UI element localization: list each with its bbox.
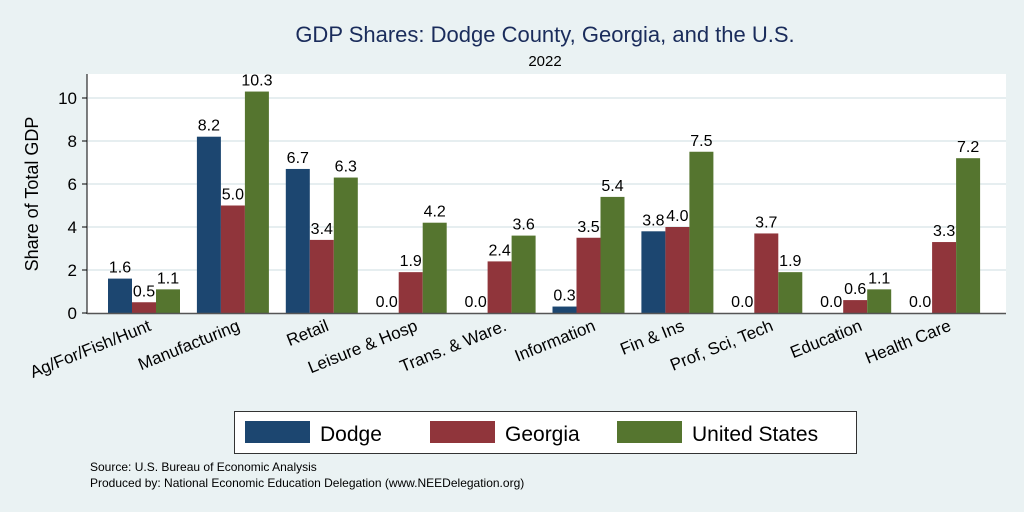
bar-georgia <box>665 227 690 313</box>
chart-subtitle: 2022 <box>528 53 561 70</box>
bar-georgia <box>576 237 601 313</box>
data-label: 1.6 <box>109 260 131 277</box>
legend-swatch-united-states <box>617 421 682 443</box>
y-tick-label: 8 <box>68 132 77 151</box>
bar-united-states <box>600 196 625 313</box>
data-label: 1.9 <box>400 253 422 270</box>
data-label: 0.5 <box>133 283 155 300</box>
y-tick-label: 4 <box>68 218 77 237</box>
bar-georgia <box>754 233 779 313</box>
bar-dodge <box>641 231 666 313</box>
data-label: 6.7 <box>287 150 309 167</box>
chart-title: GDP Shares: Dodge County, Georgia, and t… <box>295 22 794 47</box>
y-tick-label: 10 <box>58 89 77 108</box>
bar-united-states <box>156 289 180 313</box>
y-tick-label: 0 <box>68 304 77 323</box>
y-axis-label: Share of Total GDP <box>22 117 42 272</box>
bar-united-states <box>956 158 981 313</box>
bar-dodge <box>285 168 310 313</box>
data-label: 3.8 <box>642 212 664 229</box>
x-tick-label: Prof, Sci, Tech <box>667 316 775 375</box>
data-label: 5.4 <box>601 178 623 195</box>
bar-georgia <box>132 302 156 313</box>
data-label: 0.0 <box>909 294 931 311</box>
data-label: 3.5 <box>577 219 599 236</box>
data-label: 7.2 <box>957 139 979 156</box>
bar-united-states <box>511 235 536 313</box>
y-ticks: 0 2 4 6 8 10 <box>58 89 87 323</box>
x-tick-label: Education <box>787 316 864 362</box>
bar-united-states <box>333 177 358 313</box>
bar-georgia <box>487 261 512 313</box>
bar-united-states <box>244 91 269 313</box>
bar-dodge <box>196 136 221 313</box>
data-label: 7.5 <box>690 133 712 150</box>
x-tick-label: Ag/For/Fish/Hunt <box>27 316 154 382</box>
data-label: 10.3 <box>241 73 272 90</box>
data-label: 3.6 <box>512 217 534 234</box>
legend-label: Georgia <box>505 423 580 446</box>
data-label: 8.2 <box>198 118 220 135</box>
data-label: 0.3 <box>553 288 575 305</box>
data-label: 3.3 <box>933 223 955 240</box>
bar-dodge <box>108 278 132 313</box>
data-labels: 1.60.51.18.25.010.36.73.46.30.01.94.20.0… <box>109 73 979 311</box>
x-tick-label: Retail <box>284 316 331 350</box>
y-tick-label: 6 <box>68 175 77 194</box>
legend-swatch-dodge <box>245 421 310 443</box>
data-label: 1.1 <box>157 270 179 287</box>
bar-united-states <box>689 151 714 313</box>
legend-box <box>234 411 857 454</box>
data-label: 3.7 <box>755 214 777 231</box>
bar-georgia <box>932 242 957 313</box>
data-label: 1.9 <box>779 253 801 270</box>
data-label: 4.2 <box>424 204 446 221</box>
data-label: 4.0 <box>666 208 688 225</box>
data-label: 5.0 <box>222 187 244 204</box>
legend-label: United States <box>692 423 818 446</box>
data-label: 0.6 <box>844 281 866 298</box>
x-tick-label: Manufacturing <box>135 316 242 374</box>
bar-united-states <box>422 222 447 313</box>
data-label: 6.3 <box>335 159 357 176</box>
data-label: 0.0 <box>464 294 486 311</box>
legend-swatch-georgia <box>430 421 495 443</box>
data-label: 0.0 <box>731 294 753 311</box>
legend: Dodge Georgia United States <box>234 411 857 454</box>
bar-georgia <box>398 272 423 313</box>
bar-united-states <box>778 272 803 313</box>
data-label: 0.0 <box>376 294 398 311</box>
data-label: 1.1 <box>868 270 890 287</box>
producer-note: Produced by: National Economic Education… <box>90 476 524 490</box>
bar-united-states <box>867 289 892 313</box>
y-tick-label: 2 <box>68 261 77 280</box>
bar-georgia <box>220 205 245 313</box>
x-tick-label: Information <box>512 316 598 365</box>
data-label: 3.4 <box>311 221 333 238</box>
bar-georgia <box>309 239 334 313</box>
data-label: 0.0 <box>820 294 842 311</box>
legend-label: Dodge <box>320 423 382 446</box>
data-label: 2.4 <box>488 242 510 259</box>
bars <box>108 91 981 313</box>
bar-georgia <box>843 300 868 313</box>
source-note: Source: U.S. Bureau of Economic Analysis <box>90 460 317 474</box>
bar-dodge <box>552 306 577 313</box>
x-tick-label: Health Care <box>862 316 953 368</box>
